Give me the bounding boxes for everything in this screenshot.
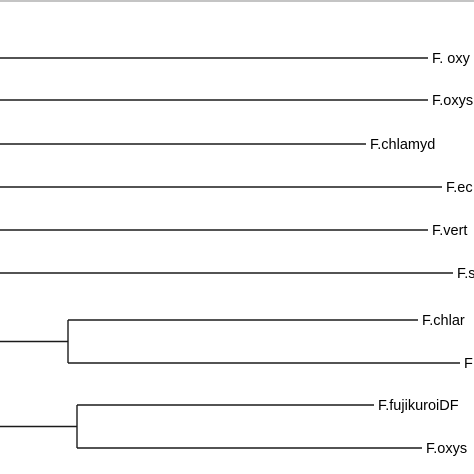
leaf-labels: F. oxy F.oxys F.chlamyd F.ec F.vert F.s F.chla… [370,51,474,457]
leaf-label-1: F. oxy [432,51,471,67]
leaf-label-8: F [464,356,473,372]
leaf-label-5: F.vert [432,223,467,239]
leaf-label-6: F.s [457,266,474,282]
leaf-label-2: F.oxys [432,93,473,109]
leaf-label-4: F.ec [446,180,473,196]
leaf-label-3: F.chlamyd [370,137,435,153]
tree-branches [0,57,460,449]
leaf-label-10: F.oxys [426,441,467,457]
leaf-label-7: F.chlar [422,313,465,329]
leaf-label-9: F.fujikuroiDF [378,398,459,414]
